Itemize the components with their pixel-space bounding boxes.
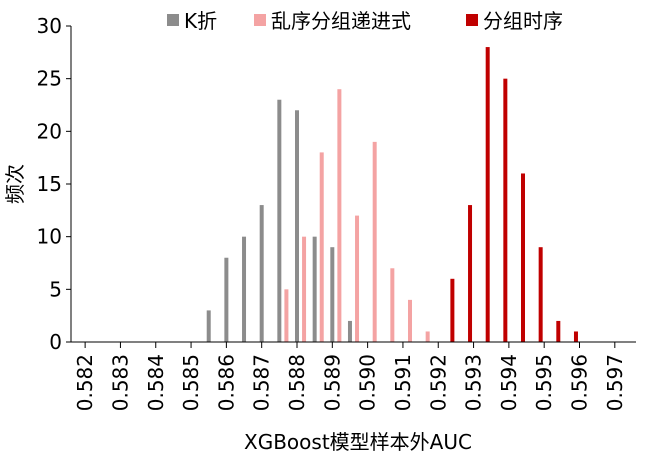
x-tick-label: 0.586 <box>214 354 238 411</box>
bar-s2-1 <box>468 205 473 342</box>
x-tick-label: 0.594 <box>497 354 521 411</box>
legend-label-2: 分组时序 <box>483 9 563 33</box>
x-tick-label: 0.582 <box>73 354 97 411</box>
legend-label-0: K折 <box>184 9 217 33</box>
bar-s2-3 <box>503 78 508 343</box>
x-tick-label: 0.583 <box>108 354 132 411</box>
y-tick-label: 15 <box>37 172 62 196</box>
bar-s0-2 <box>242 236 247 342</box>
bar-s1-6 <box>390 268 395 342</box>
x-ticks: 0.582 0.583 0.584 0.585 0.586 0.587 0.588 0.589… <box>73 342 627 411</box>
legend: K折 乱序分组递进式 分组时序 <box>167 9 563 33</box>
bar-s1-2 <box>319 152 324 342</box>
bar-s2-2 <box>485 47 490 342</box>
bar-s0-5 <box>295 110 299 343</box>
legend-label-1: 乱序分组递进式 <box>271 9 411 33</box>
bar-s1-8 <box>425 331 430 342</box>
x-tick-label: 0.584 <box>144 354 168 411</box>
x-tick-label: 0.593 <box>462 354 486 411</box>
y-tick-label: 20 <box>37 119 62 143</box>
y-axis-title: 频次 <box>3 164 27 204</box>
bar-s0-7 <box>330 247 335 342</box>
bar-s2-5 <box>538 247 543 342</box>
x-tick-label: 0.590 <box>356 354 380 411</box>
bar-s1-5 <box>372 141 377 342</box>
x-tick-label: 0.592 <box>426 354 450 411</box>
bar-s2-4 <box>521 173 525 342</box>
axes <box>70 26 636 343</box>
bar-s1-3 <box>337 89 342 342</box>
bar-s0-1 <box>224 257 229 342</box>
legend-swatch-1 <box>254 14 266 26</box>
bar-s1-7 <box>408 299 412 342</box>
bar-s2-6 <box>556 320 561 342</box>
x-tick-label: 0.597 <box>603 354 627 411</box>
legend-swatch-0 <box>167 14 179 26</box>
bars <box>206 47 578 343</box>
bar-s1-1 <box>302 236 307 342</box>
bar-s0-6 <box>312 236 317 342</box>
bar-s1-0 <box>284 289 289 342</box>
legend-swatch-2 <box>466 14 478 26</box>
y-tick-label: 30 <box>37 14 62 38</box>
bar-s0-8 <box>347 320 352 342</box>
x-tick-label: 0.588 <box>285 354 309 411</box>
x-tick-label: 0.591 <box>391 354 415 411</box>
bar-s2-0 <box>450 278 455 342</box>
bar-s2-7 <box>573 331 578 342</box>
bar-s0-3 <box>259 205 264 342</box>
x-tick-label: 0.589 <box>320 354 344 411</box>
x-tick-label: 0.596 <box>568 354 592 411</box>
y-tick-label: 5 <box>49 277 62 301</box>
y-tick-label: 0 <box>49 330 62 354</box>
x-tick-label: 0.587 <box>250 354 274 411</box>
y-ticks: 0 5 10 15 20 25 30 <box>37 14 71 354</box>
bar-s1-4 <box>355 215 360 342</box>
y-tick-label: 25 <box>37 67 62 91</box>
x-axis-title: XGBoost模型样本外AUC <box>244 430 472 454</box>
x-tick-label: 0.595 <box>532 354 556 411</box>
y-tick-label: 10 <box>37 225 62 249</box>
bar-s0-4 <box>277 99 282 342</box>
bar-s0-0 <box>206 310 211 342</box>
x-tick-label: 0.585 <box>179 354 203 411</box>
